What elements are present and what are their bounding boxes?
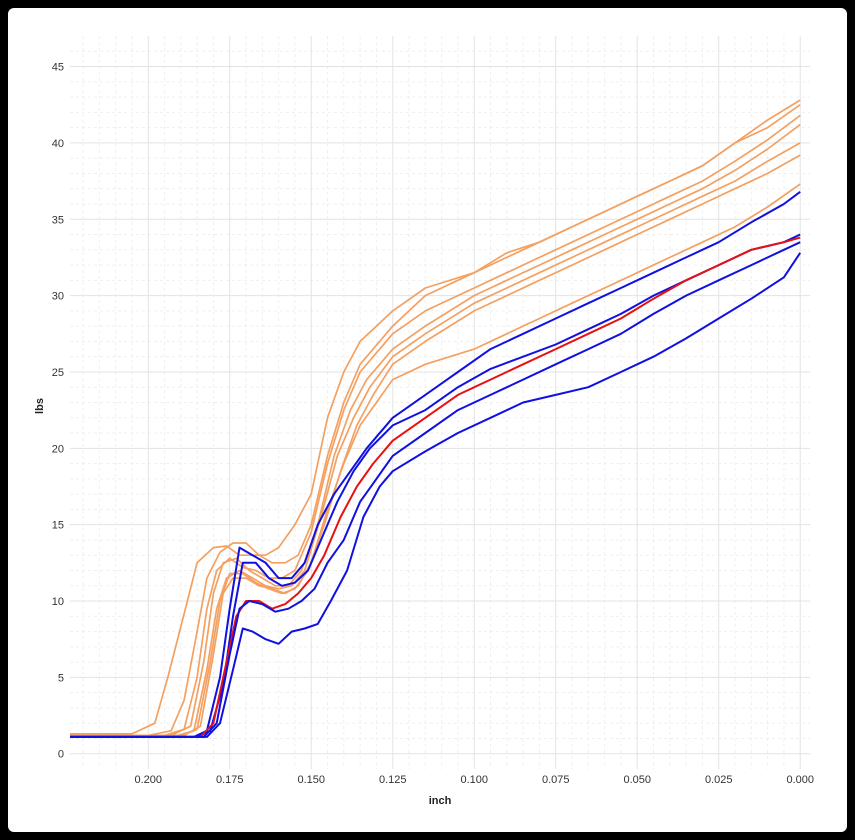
x-tick-label: 0.200 bbox=[134, 774, 162, 786]
y-tick-label: 10 bbox=[52, 596, 64, 608]
series-line-12 bbox=[70, 252, 802, 738]
x-tick-label: 0.125 bbox=[379, 774, 407, 786]
series-line-11 bbox=[70, 241, 801, 738]
x-tick-label: 0.175 bbox=[216, 774, 244, 786]
x-axis-label: inch bbox=[429, 795, 452, 807]
chart-card: 0 5 10 15 20 25 30 35 40 45 0.200 0.175 0.150 0.125 0.… bbox=[8, 8, 847, 832]
y-tick-label: 15 bbox=[52, 520, 64, 532]
series-line-5 bbox=[70, 142, 801, 737]
x-tick-label: 0.150 bbox=[297, 774, 325, 786]
series-layer bbox=[70, 99, 802, 738]
series-line-1 bbox=[70, 99, 801, 735]
series-line-7 bbox=[70, 183, 801, 737]
series-line-9 bbox=[70, 233, 801, 738]
y-tick-label: 45 bbox=[52, 62, 64, 74]
y-tick-label: 30 bbox=[52, 291, 64, 303]
series-line-8 bbox=[70, 190, 801, 738]
major-grid bbox=[70, 36, 810, 769]
x-tick-label: 0.000 bbox=[786, 774, 814, 786]
series-line-4 bbox=[70, 123, 801, 737]
minor-grid bbox=[70, 36, 810, 769]
x-tick-label: 0.050 bbox=[623, 774, 651, 786]
y-axis-label: lbs bbox=[34, 398, 46, 414]
series-line-3 bbox=[70, 114, 801, 737]
y-tick-label: 5 bbox=[58, 672, 64, 684]
x-tick-label: 0.025 bbox=[705, 774, 733, 786]
y-tick-label: 35 bbox=[52, 214, 64, 226]
line-chart: 0 5 10 15 20 25 30 35 40 45 0.200 0.175 0.150 0.125 0.… bbox=[34, 36, 814, 807]
series-line-2 bbox=[70, 104, 801, 737]
x-tick-label: 0.100 bbox=[460, 774, 488, 786]
series-line-6 bbox=[70, 154, 801, 737]
x-tick-label: 0.075 bbox=[542, 774, 570, 786]
y-tick-label: 20 bbox=[52, 443, 64, 455]
tick-labels: 0 5 10 15 20 25 30 35 40 45 0.200 0.175 0.150 0.125 0.… bbox=[52, 62, 814, 786]
y-tick-label: 0 bbox=[58, 749, 64, 761]
y-tick-label: 40 bbox=[52, 138, 64, 150]
y-tick-label: 25 bbox=[52, 367, 64, 379]
